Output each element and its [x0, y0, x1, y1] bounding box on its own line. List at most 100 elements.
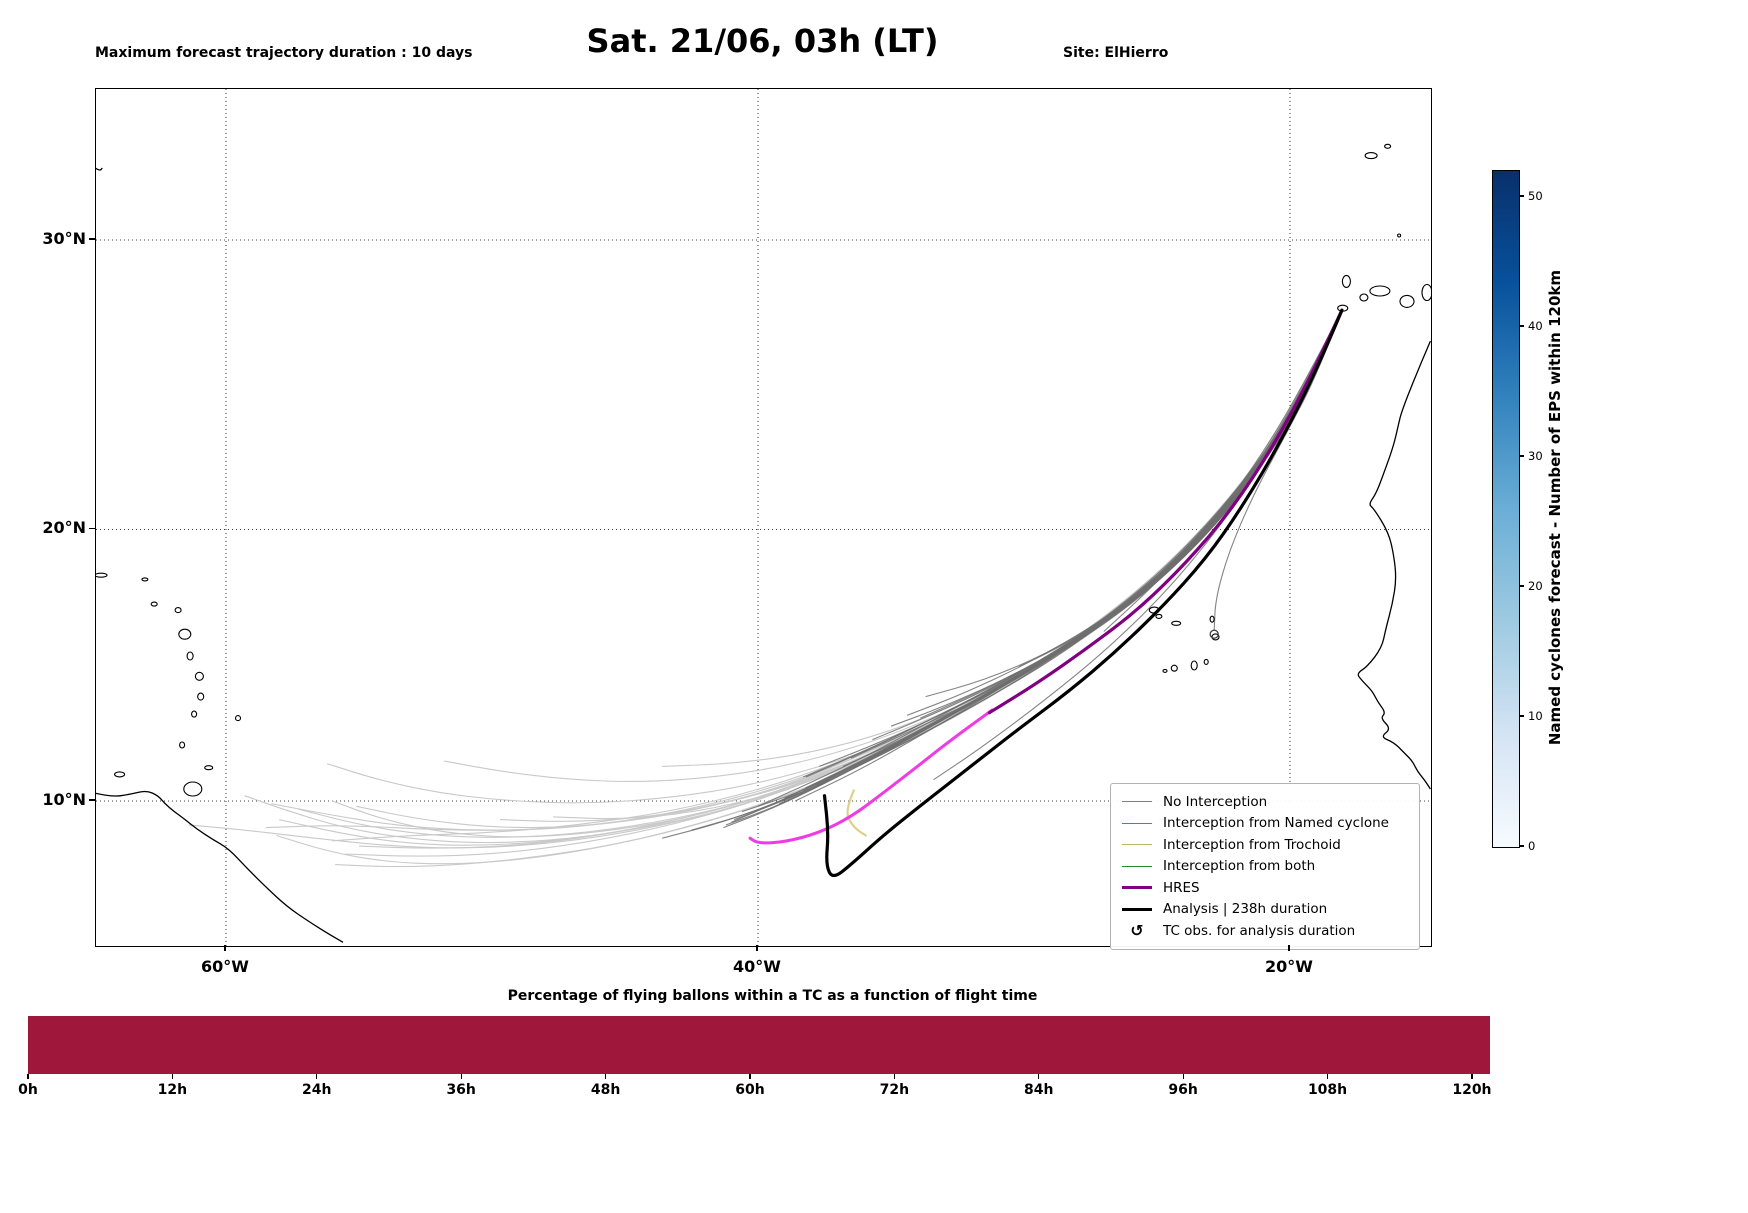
legend-line-sample: [1120, 822, 1154, 824]
flight-axis-tick-label: 96h: [1168, 1082, 1198, 1098]
ensemble-track-no-interception: [890, 309, 1343, 727]
flight-bar-axis: 0h 12h 24h 36h 48h 60h 72h 84h 96h 108h 120h: [0, 1074, 1748, 1114]
ensemble-track-no-interception: [1018, 309, 1343, 668]
colorbar-tick-label: 0: [1528, 839, 1536, 853]
flight-axis-tick-mark: [171, 1074, 173, 1079]
island-la-palma: [1341, 274, 1351, 288]
ensemble-track-no-interception: [662, 309, 1343, 839]
island-brava: [1162, 668, 1168, 673]
colorbar-tick-label: 30: [1528, 449, 1543, 463]
legend-line-sample: [1120, 865, 1154, 867]
ensemble-track-no-interception: [1213, 310, 1343, 631]
legend-item: Interception from Trochoid: [1120, 834, 1410, 856]
ensemble-track-no-interception: [723, 309, 1343, 829]
ensemble-track-no-interception: [741, 309, 1343, 813]
ensemble-track-no-interception-light: [444, 309, 1343, 783]
legend-item: Interception from Named cyclone: [1120, 813, 1410, 835]
ensemble-track-no-interception: [816, 309, 1343, 786]
island-selvagens: [1397, 233, 1402, 238]
ensemble-track-no-interception: [794, 309, 1343, 802]
legend-label: HRES: [1163, 879, 1200, 896]
island-anguilla: [141, 577, 149, 582]
ensemble-track-no-interception: [906, 309, 1343, 716]
ensemble-track-no-interception: [805, 309, 1343, 789]
colorbar-tick-label: 50: [1528, 189, 1543, 203]
ensemble-track-no-interception: [781, 309, 1343, 802]
ensemble-track-no-interception: [802, 309, 1343, 778]
colorbar-tick-label: 10: [1528, 709, 1543, 723]
flight-axis-tick-label: 24h: [302, 1082, 332, 1098]
legend-line: [1122, 907, 1152, 911]
colorbar-tick-mark: [1519, 585, 1524, 587]
colorbar-ticks: 0 10 20 30 40 50: [1492, 170, 1572, 853]
flight-axis-tick-label: 36h: [446, 1082, 476, 1098]
map-legend: No Interception Interception from Named c…: [1110, 783, 1420, 950]
ensemble-track-no-interception-light: [265, 309, 1343, 831]
legend-line: [1122, 822, 1152, 824]
colorbar-tick-label: 20: [1528, 579, 1543, 593]
flight-axis-tick-label: 120h: [1452, 1082, 1492, 1098]
legend-label: Interception from Trochoid: [1163, 836, 1341, 853]
island-tobago: [204, 765, 214, 771]
ensemble-track-no-interception-light: [662, 309, 1343, 767]
ensemble-track-no-interception: [733, 309, 1343, 821]
legend-line-sample: [1120, 844, 1154, 846]
flight-axis-tick-mark: [1182, 1074, 1184, 1079]
island-maio: [1203, 658, 1209, 665]
flight-axis-tick-label: 12h: [157, 1082, 188, 1098]
colorbar-tick-mark: [1519, 195, 1524, 197]
y-tick-label: 10°N: [42, 790, 86, 809]
flight-axis-tick-mark: [604, 1074, 607, 1079]
colorbar-label-wrap: Named cyclones forecast - Number of EPS …: [1537, 170, 1573, 846]
island-trinidad: [183, 781, 203, 797]
flight-axis-tick-mark: [316, 1074, 318, 1079]
island-antigua: [174, 607, 182, 614]
hres-track: [987, 308, 1344, 715]
trochoid-interception-track: [846, 789, 867, 837]
island-st-kitts: [150, 601, 158, 607]
legend-item: HRES: [1120, 877, 1410, 899]
ensemble-track-no-interception: [731, 309, 1343, 823]
island-dominica: [186, 651, 194, 661]
ensemble-track-no-interception: [975, 309, 1343, 700]
island-fuerteventura: [1421, 283, 1431, 302]
flight-axis-tick-label: 0h: [18, 1082, 38, 1098]
island-margarita: [114, 771, 126, 778]
legend-label: Interception from Named cyclone: [1163, 815, 1389, 832]
page-title: Sat. 21/06, 03h (LT): [586, 22, 939, 60]
island-porto-santo: [1384, 143, 1392, 149]
y-tick-label: 30°N: [42, 228, 86, 248]
ensemble-track-no-interception: [779, 309, 1343, 805]
legend-item: Analysis | 238h duration: [1120, 899, 1410, 921]
flight-axis-tick-mark: [27, 1074, 29, 1079]
ensemble-track-no-interception: [784, 309, 1343, 799]
island-santiago: [1190, 660, 1198, 671]
tc-obs-symbol-icon: ↺: [1130, 921, 1144, 941]
ensemble-track-no-interception: [805, 309, 1343, 778]
site-text: Site: ElHierro: [1063, 45, 1169, 61]
island-la-gomera: [1359, 293, 1369, 302]
x-tick-label: 60°W: [201, 957, 249, 976]
legend-line: [1122, 865, 1152, 867]
colorbar-tick-mark: [1519, 455, 1524, 457]
hres-magenta-track: [748, 708, 994, 845]
flight-axis-tick-label: 84h: [1024, 1082, 1054, 1098]
analysis-track: [822, 308, 1344, 878]
coastline: [96, 167, 103, 171]
ensemble-track-no-interception-light: [244, 309, 1343, 844]
colorbar-tick-mark: [1519, 845, 1524, 847]
trajectory-map: No Interception Interception from Named c…: [95, 88, 1432, 950]
ensemble-track-no-interception: [850, 309, 1343, 759]
colorbar-tick-mark: [1519, 325, 1524, 327]
tc-obs-marker: [1209, 629, 1219, 639]
ensemble-track-no-interception: [802, 309, 1343, 791]
flight-bar-title: Percentage of flying ballons within a TC…: [507, 988, 1038, 1004]
flight-axis-tick-label: 108h: [1307, 1082, 1348, 1098]
ensemble-track-no-interception-light: [279, 309, 1343, 846]
colorbar-tick-mark: [1519, 715, 1524, 717]
island-boa-vista: [1211, 633, 1220, 641]
island-sal: [1209, 615, 1215, 623]
flight-axis-tick-mark: [1471, 1074, 1473, 1079]
island-grenada: [179, 741, 186, 749]
